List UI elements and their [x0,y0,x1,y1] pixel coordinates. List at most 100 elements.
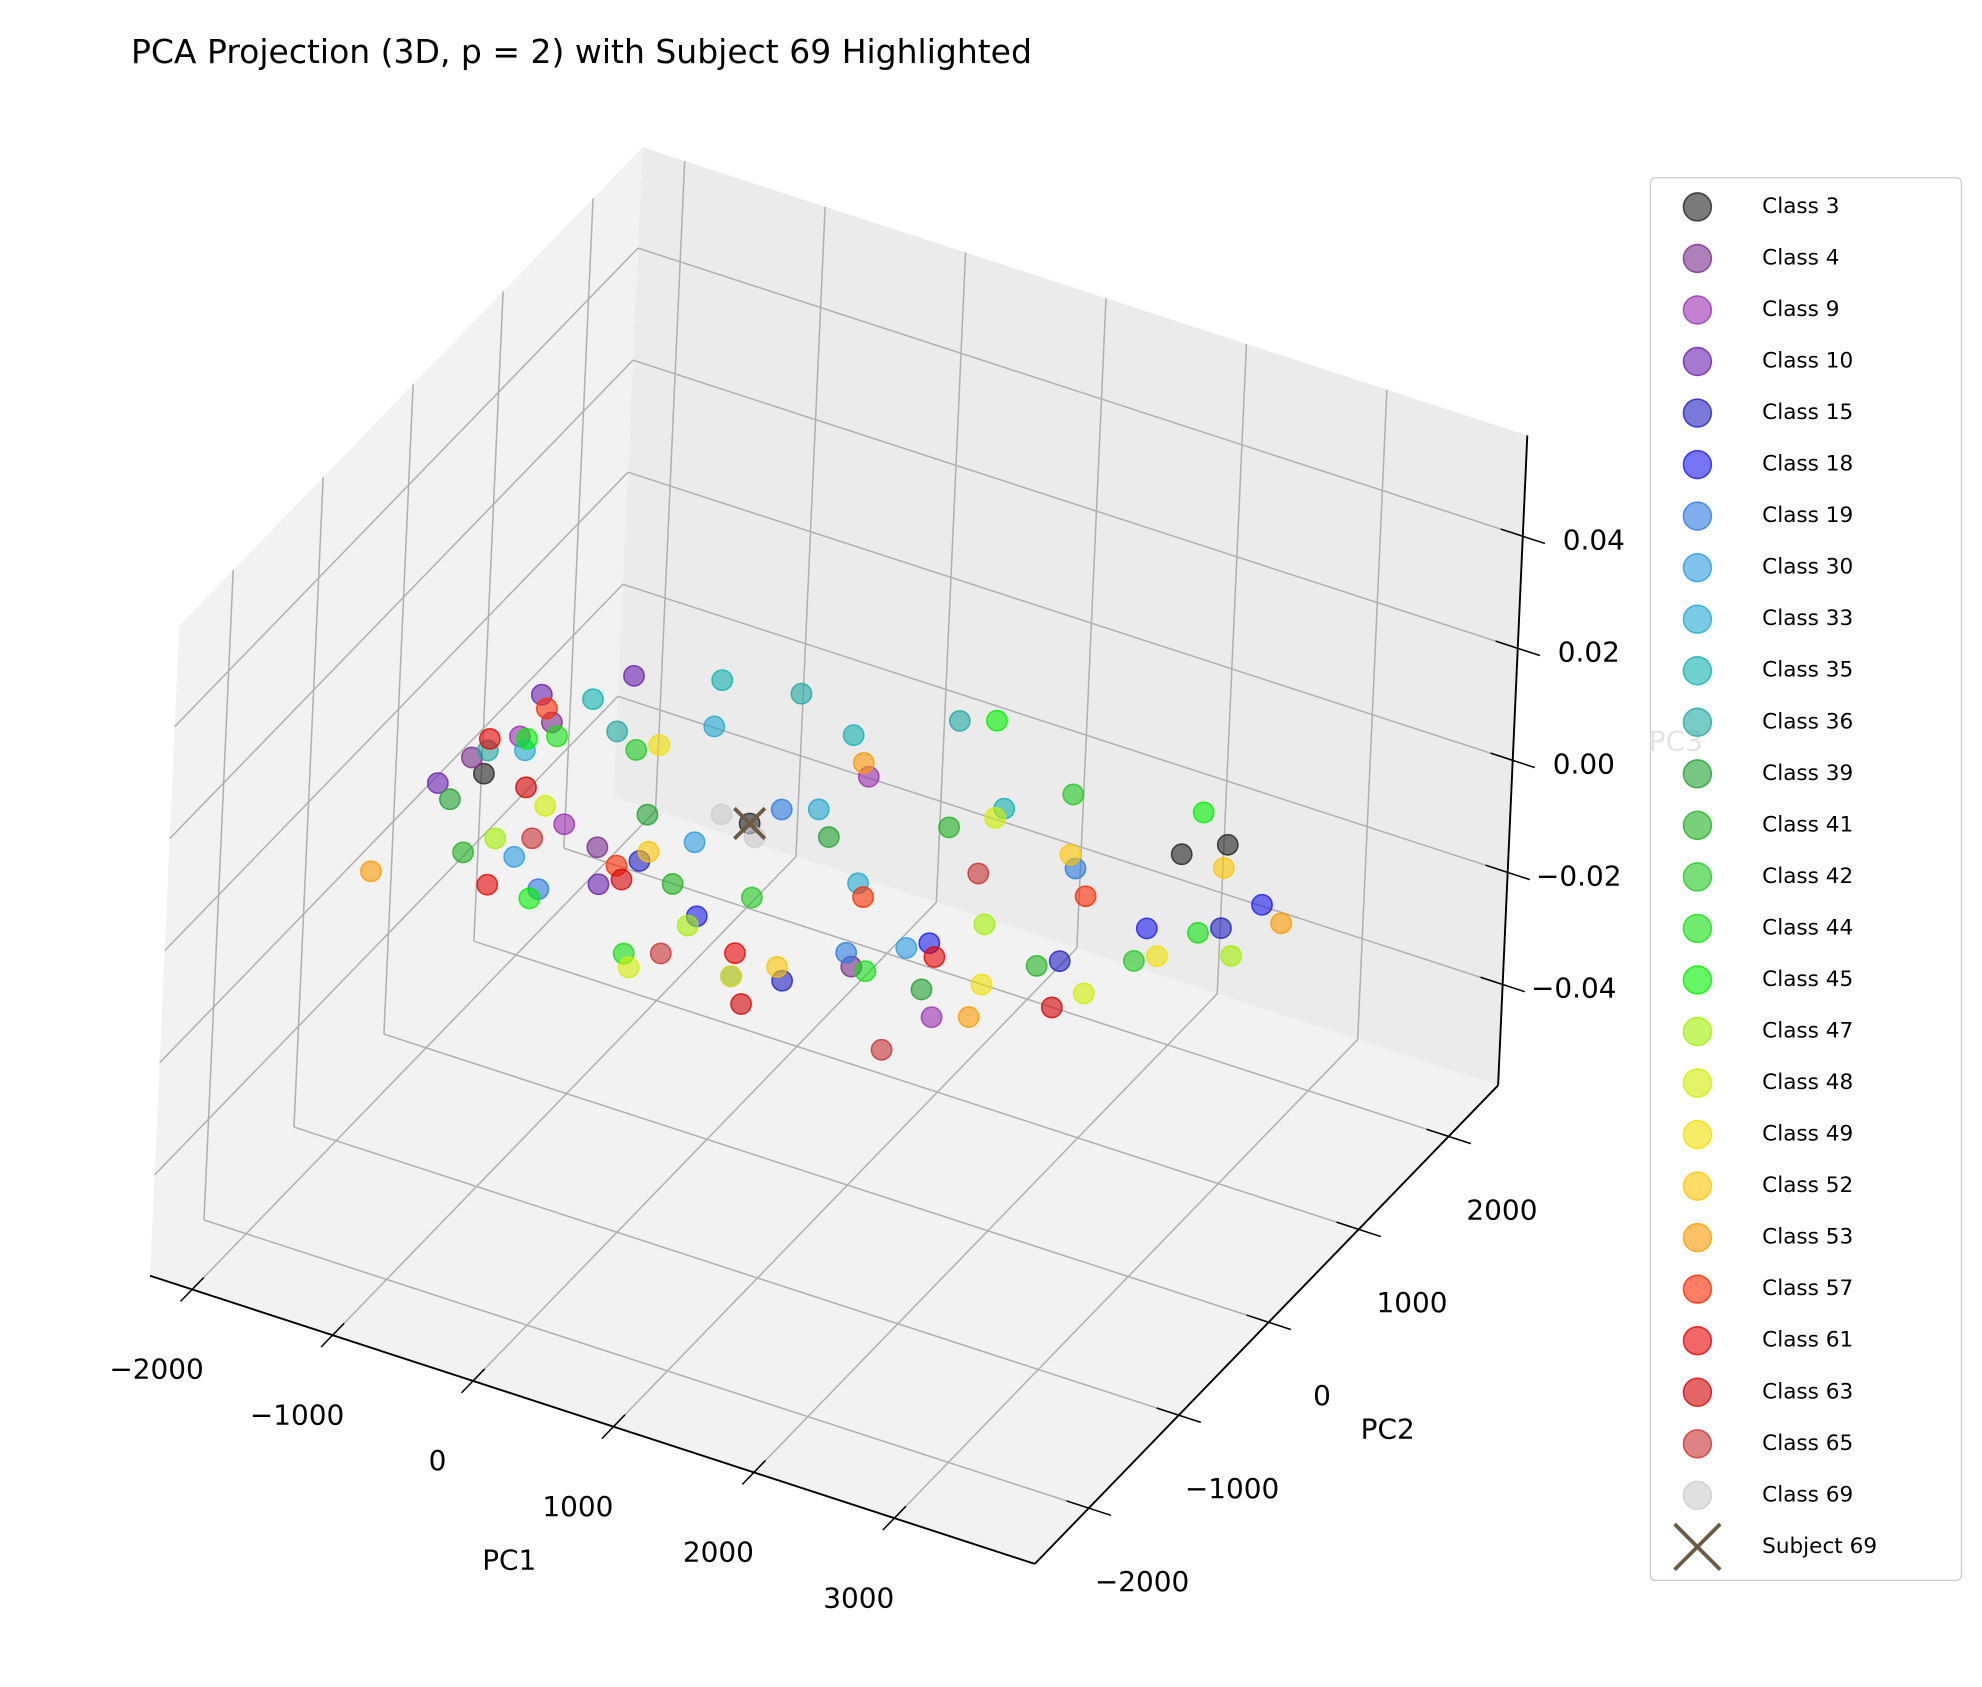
legend-marker [1682,1429,1713,1459]
point [1220,944,1242,967]
grid [154,160,1524,1519]
x-tick-label: −1000 [250,1398,344,1431]
legend-label: Class 63 [1762,1379,1853,1404]
y-tick-label: −2000 [1095,1565,1189,1598]
point [553,813,576,836]
y-axis-label: PC2 [1361,1413,1415,1446]
legend-marker [1673,1522,1722,1572]
legend-label: Class 18 [1762,452,1853,477]
point [586,836,609,859]
point [970,973,993,996]
legend-marker [1682,346,1713,377]
point [807,798,830,821]
point [967,862,990,885]
y-tick-label: 2000 [1466,1193,1537,1226]
point [817,826,840,848]
x-tick-label: 1000 [542,1490,613,1523]
legend-marker-stroke [1673,1522,1722,1572]
legend-label: Class 52 [1762,1173,1853,1198]
point [1145,945,1168,968]
legend-label: Class 15 [1762,400,1853,425]
legend-marker [1682,295,1713,325]
point [476,873,499,896]
x-tick-label: −2000 [109,1353,203,1386]
point [582,688,604,711]
legend: Class 3 Class 4 Class 9 Class 10 Class 15 Cla… [1649,177,1963,1582]
grid-line [169,359,634,840]
z-tick [1500,528,1546,545]
z-tick-label: 0.02 [1558,635,1620,668]
grid-line [174,247,639,728]
legend-label: Class 3 [1762,194,1839,219]
legend-label: Class 65 [1762,1431,1853,1456]
point [910,978,933,1001]
legend-label: Class 35 [1762,658,1853,683]
legend-marker [1682,707,1713,737]
point [623,664,645,687]
point [661,873,684,895]
points [359,664,1293,1061]
legend-label: Class 10 [1762,349,1853,374]
point [938,816,961,839]
legend-marker [1682,913,1713,944]
point [438,788,461,811]
point [1212,857,1235,879]
legend-marker [1682,604,1713,634]
point [923,946,946,968]
grid-line [753,993,1218,1473]
legend-marker [1682,192,1713,222]
floor-pane [150,797,1499,1564]
grid-line [637,247,1524,537]
point [1187,921,1209,944]
point [730,993,753,1015]
legend-label: Class 44 [1762,915,1853,940]
grid-line [563,847,1449,1138]
legend-label: Class 19 [1762,503,1853,528]
legend-marker [1682,1377,1713,1407]
legend-marker [1682,243,1713,274]
point [770,798,793,821]
legend-marker [1682,552,1713,583]
point [973,913,996,936]
y-tick [1066,1500,1112,1517]
point [852,886,875,909]
y-tick-label: 1000 [1376,1286,1447,1319]
legend-marker [1682,1119,1713,1150]
legend-marker [1682,501,1713,531]
grid-line [164,471,629,952]
point [1048,950,1071,973]
point [1170,843,1193,866]
x-tick-label: 0 [429,1444,447,1477]
legend-label: Class 41 [1762,812,1853,837]
x-tick [601,1414,626,1440]
y-tick [1336,1221,1382,1238]
point [546,725,568,748]
grid-line [472,901,937,1382]
legend-label: Class 47 [1762,1018,1853,1043]
point [472,762,495,785]
point [957,1006,980,1028]
point [895,936,918,959]
legend-marker [1682,656,1713,686]
subject-marker [733,806,767,841]
grid-line [159,583,624,1064]
point [740,886,763,909]
point [711,669,734,692]
point [636,803,659,826]
z-tick-label: 0.04 [1563,523,1625,556]
axes: −2000 −1000 0 1000 2000 3000 −2000 −1000 0 1000 20… [109,435,1625,1614]
grid-line [627,471,1513,762]
point [1216,833,1239,856]
point [724,942,746,965]
legend-marker [1682,1171,1713,1201]
point [986,709,1008,732]
point [535,697,558,720]
legend-label: Subject 69 [1762,1534,1877,1559]
grid-line [332,856,797,1336]
legend-marker [1682,1068,1713,1098]
grid-line [293,1126,1179,1416]
point [452,841,474,864]
chart-title: PCA Projection (3D, p = 2) with Subject … [131,32,1032,71]
